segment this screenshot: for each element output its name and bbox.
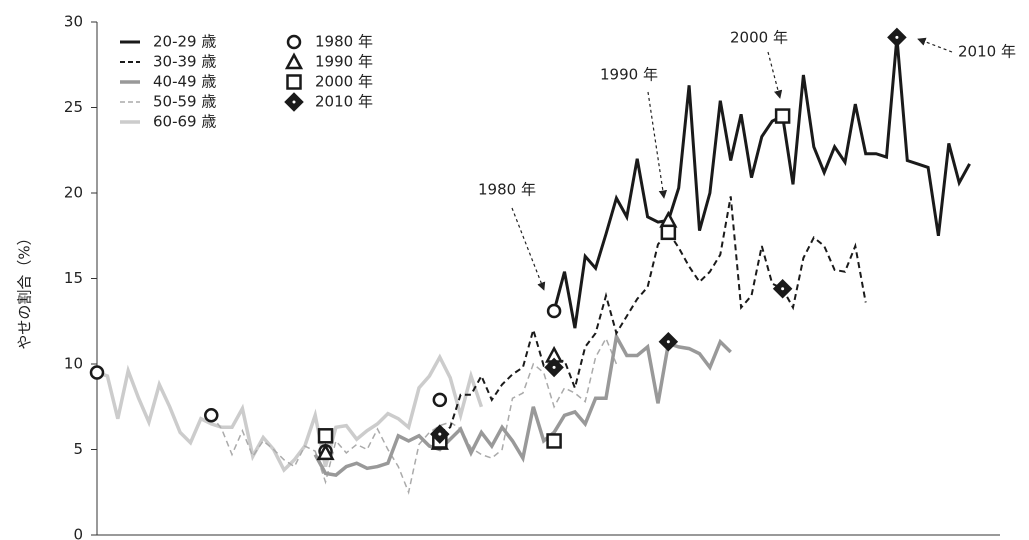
marker-circle [89, 365, 105, 380]
marker-diamond-dot [552, 365, 556, 369]
y-tick-label: 0 [73, 526, 83, 540]
annotation: 1980 年 [478, 181, 536, 199]
marker-square [546, 433, 562, 449]
annotation: 2000 年 [730, 29, 788, 47]
marker-circle [546, 303, 562, 319]
legend-marker [286, 34, 302, 50]
y-tick-label: 5 [73, 440, 83, 458]
legend-label: 30-39 歳 [153, 53, 216, 71]
y-axis-label: やせの割合（%） [16, 230, 34, 349]
legend-label: 1990 年 [315, 53, 373, 71]
annotation-arrow [511, 207, 546, 291]
y-tick-label: 10 [64, 355, 83, 373]
marker-diamond-dot [666, 340, 670, 344]
marker-circle [432, 392, 448, 408]
annotation: 2010 年 [958, 43, 1016, 61]
series-line [439, 196, 867, 434]
legend-marker-dot [292, 100, 296, 104]
legend-label: 40-49 歳 [153, 73, 216, 91]
marker-diamond-dot [781, 287, 785, 291]
y-tick-label: 25 [64, 98, 83, 116]
marker-diamond-dot [438, 432, 442, 436]
marker-diamond-dot [895, 35, 899, 39]
series-line [552, 37, 971, 329]
y-tick-label: 30 [64, 13, 83, 31]
marker-triangle [316, 443, 335, 461]
series-line [313, 331, 732, 477]
marker-square [317, 428, 334, 444]
marker-square [774, 108, 791, 124]
annotation-arrow [917, 37, 953, 53]
legend-label: 20-29 歳 [153, 33, 216, 51]
legend-marker [286, 74, 302, 90]
marker-circle [204, 408, 219, 423]
legend-label: 2010 年 [315, 93, 373, 111]
series-line [96, 353, 484, 473]
marker-square [660, 224, 677, 241]
legend-label: 1980 年 [315, 33, 373, 51]
annotation: 1990 年 [600, 66, 658, 84]
legend-label: 50-59 歳 [153, 93, 216, 111]
annotation-arrow [767, 51, 783, 99]
marker-triangle [659, 210, 678, 228]
legend-label: 2000 年 [315, 73, 373, 91]
legend-marker [284, 52, 304, 70]
annotation-arrow [647, 91, 668, 199]
y-tick-label: 20 [64, 184, 83, 202]
legend-label: 60-69 歳 [153, 113, 216, 131]
y-tick-label: 15 [64, 269, 83, 287]
